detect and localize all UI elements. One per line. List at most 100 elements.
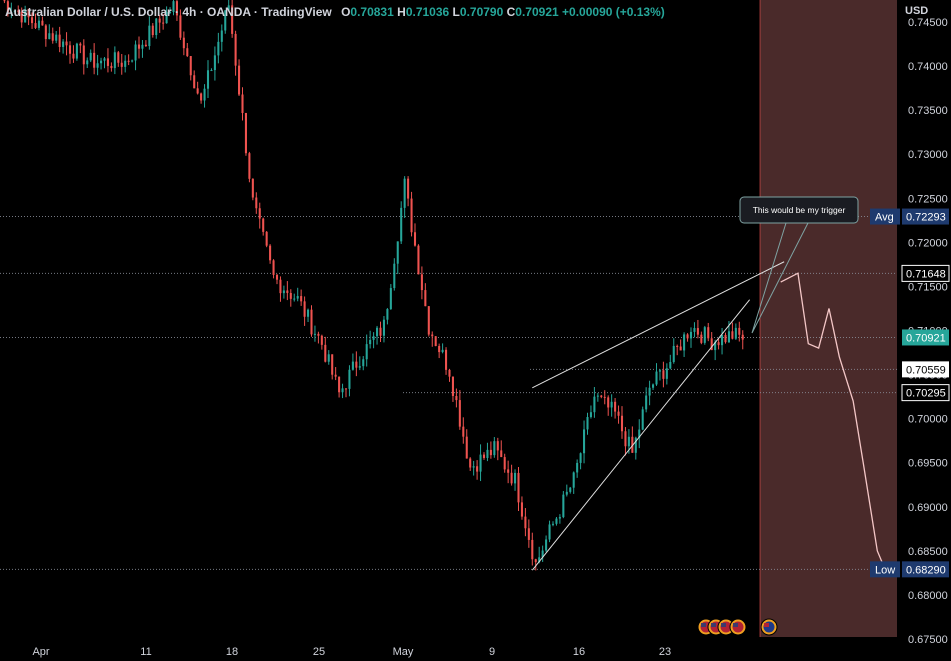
candle-body <box>607 397 610 408</box>
candle-body <box>734 327 737 339</box>
candle-body <box>558 517 561 519</box>
candle-body <box>213 55 216 71</box>
y-tick-label: 0.74000 <box>908 61 948 73</box>
candle-body <box>658 370 661 372</box>
candle-body <box>44 25 47 40</box>
candle-body <box>186 48 189 57</box>
candle-body <box>200 93 203 101</box>
x-tick-label: 11 <box>140 646 151 658</box>
candle-body <box>182 37 185 49</box>
low-price-tag[interactable]: 0.68290 Low <box>870 561 949 578</box>
support-1-tag[interactable]: 0.70559 <box>902 361 949 378</box>
symbol-title[interactable]: Australian Dollar / U.S. Dollar · 4h · O… <box>5 5 332 19</box>
annotation-box[interactable] <box>739 196 859 224</box>
candle-body <box>393 263 396 289</box>
us-flag-icon[interactable] <box>717 618 735 636</box>
candle-body <box>251 178 254 198</box>
y-tick-label: 0.74500 <box>908 17 948 29</box>
candle-body <box>262 218 265 232</box>
candle-body <box>417 245 420 275</box>
candle-body <box>144 44 147 47</box>
candle-body <box>317 333 320 336</box>
resistance-1-tag[interactable]: 0.71648 <box>901 264 950 282</box>
annotation-callout[interactable]: This would be my trigger <box>739 196 859 334</box>
low-price-tag-box <box>902 561 949 578</box>
candle-body <box>603 396 606 398</box>
forecast-path[interactable] <box>780 272 889 576</box>
candle-body <box>710 338 713 351</box>
candle-body <box>634 437 637 453</box>
ohlc-low-value: 0.70790 <box>459 5 504 19</box>
candle-body <box>68 45 72 54</box>
candle-body <box>579 453 582 463</box>
candle-body <box>41 20 44 26</box>
candle-body <box>106 58 109 66</box>
ohlc-close-value: 0.70921 <box>515 5 559 19</box>
candle-body <box>372 336 375 340</box>
candle-body <box>279 279 282 294</box>
us-flag-icon-canton <box>711 623 716 627</box>
au-flag-icon[interactable] <box>760 618 778 636</box>
axis-currency-label: USD <box>905 5 928 17</box>
event-icons[interactable] <box>697 618 778 636</box>
candle-body <box>34 23 37 28</box>
candle-body <box>738 327 741 335</box>
channel-lower-line[interactable] <box>531 299 751 571</box>
candle-body <box>638 429 641 438</box>
candle-body <box>334 374 337 377</box>
x-tick-label: 25 <box>313 646 325 658</box>
candle-body <box>576 462 579 473</box>
candle-body <box>627 436 630 447</box>
candle-body <box>538 557 541 563</box>
avg-price-tag[interactable]: 0.72293 Avg <box>870 208 949 225</box>
candle-body <box>600 395 603 397</box>
candle-body <box>641 409 644 430</box>
candle-body <box>307 309 310 317</box>
candle-body <box>617 411 620 416</box>
candle-body <box>510 472 513 484</box>
candle-body <box>583 429 586 454</box>
candle-body <box>55 34 58 41</box>
candle-body <box>141 44 144 49</box>
candle-body <box>179 15 182 38</box>
candle-body <box>441 349 444 353</box>
candle-body <box>151 25 154 36</box>
candle-body <box>203 88 206 101</box>
support-2-tag[interactable]: 0.70295 <box>901 384 950 402</box>
candle-body <box>679 346 682 351</box>
candle-body <box>3 0 6 2</box>
candle-body <box>89 52 92 61</box>
candle-body <box>379 327 382 336</box>
candle-body <box>472 466 475 468</box>
candle-body <box>134 44 137 61</box>
candle-body <box>717 342 720 346</box>
current-price-tag[interactable]: 0.70921 <box>902 329 949 346</box>
candle-body <box>331 354 334 375</box>
candle-body <box>520 502 523 517</box>
low-price-tag-tag-box <box>870 561 900 578</box>
candle-body <box>351 361 354 370</box>
candle-body <box>189 56 192 76</box>
support-2-tag-value: 0.70295 <box>906 388 946 400</box>
channel-upper-line[interactable] <box>532 261 785 389</box>
time-axis[interactable]: Apr 11 18 25 May 9 16 23 <box>32 646 671 658</box>
support-1-tag-value: 0.70559 <box>906 364 946 376</box>
candle-body <box>455 395 458 401</box>
candle-body <box>96 63 99 68</box>
candle-body <box>569 487 572 492</box>
y-tick-label: 0.73500 <box>908 105 948 117</box>
candle-body <box>648 387 651 396</box>
candle-body <box>493 441 496 456</box>
candle-body <box>72 53 75 59</box>
candle-body <box>175 1 178 16</box>
candle-body <box>593 396 596 413</box>
candle-body <box>500 450 503 458</box>
candle-body <box>206 70 210 89</box>
candle-body <box>369 339 372 345</box>
ohlc-close-label: C <box>506 5 516 19</box>
candle-body <box>683 334 686 351</box>
candle-body <box>403 178 406 208</box>
us-flag-icon[interactable] <box>729 618 747 636</box>
